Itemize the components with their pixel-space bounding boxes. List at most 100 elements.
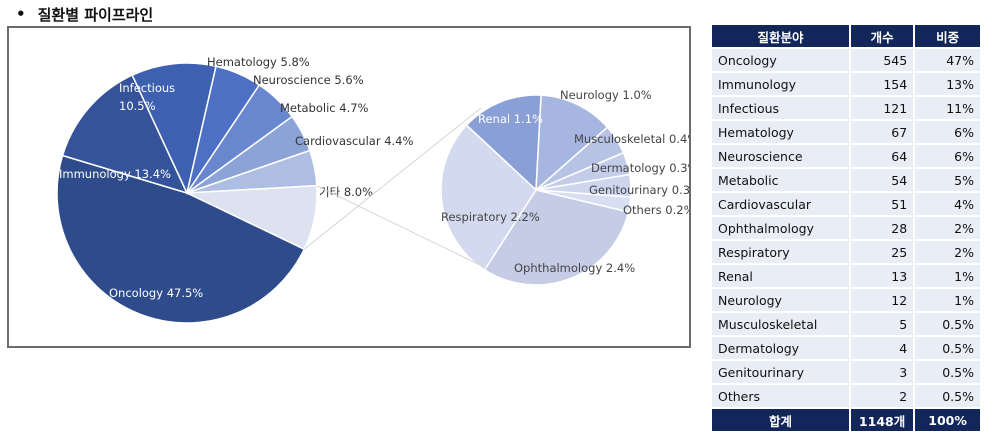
cell-share: 4% [915, 191, 980, 215]
pie-label-other: 기타 8.0% [319, 185, 373, 199]
table-row: Ophthalmology 28 2% [712, 215, 980, 239]
table-row: Neurology 12 1% [712, 287, 980, 311]
cell-category: Immunology [712, 71, 851, 95]
cell-count: 2 [850, 383, 916, 407]
cell-category: Genitourinary [712, 359, 851, 383]
cell-category: Renal [712, 263, 851, 287]
cell-count: 3 [850, 359, 916, 383]
sub-pie-label-genitourinary: Genitourinary 0.3% [589, 183, 689, 197]
cell-share: 0.5% [915, 311, 980, 335]
cell-count: 67 [850, 119, 916, 143]
cell-count: 5 [850, 311, 916, 335]
table-row: Cardiovascular 51 4% [712, 191, 980, 215]
total-share: 100% [915, 407, 980, 431]
pie-label-cardiovascular: Cardiovascular 4.4% [295, 134, 414, 148]
header-share: 비중 [915, 25, 980, 47]
data-table: 질환분야 개수 비중 Oncology 545 47% Immunology 154 1… [712, 25, 980, 431]
total-label: 합계 [712, 407, 851, 431]
table-row: Dermatology 4 0.5% [712, 335, 980, 359]
cell-share: 0.5% [915, 335, 980, 359]
table-row: Infectious 121 11% [712, 95, 980, 119]
cell-share: 2% [915, 215, 980, 239]
sub-pie-slice-respiratory [440, 124, 537, 271]
pie-label-metabolic: Metabolic 4.7% [280, 101, 369, 115]
cell-count: 54 [850, 167, 916, 191]
cell-share: 1% [915, 263, 980, 287]
connector-line-bottom [316, 185, 487, 269]
pie-label-neuroscience: Neuroscience 5.6% [253, 73, 364, 87]
sub-pie-slice-neurology [535, 94, 609, 192]
table-row: Metabolic 54 5% [712, 167, 980, 191]
cell-category: Infectious [712, 95, 851, 119]
header-category: 질환분야 [712, 25, 851, 47]
cell-count: 154 [850, 71, 916, 95]
table-header-row: 질환분야 개수 비중 [712, 25, 980, 47]
cell-share: 47% [915, 47, 980, 71]
cell-share: 6% [915, 119, 980, 143]
table-row: Musculoskeletal 5 0.5% [712, 311, 980, 335]
cell-category: Neurology [712, 287, 851, 311]
section-title: • 질환별 파이프라인 [16, 4, 153, 24]
table-row: Oncology 545 47% [712, 47, 980, 71]
cell-count: 121 [850, 95, 916, 119]
sub-pie-label-neurology: Neurology 1.0% [560, 88, 652, 102]
cell-count: 64 [850, 143, 916, 167]
bar-of-pie-chart: Oncology 47.5% Immunology 13.4% Infectious… [56, 55, 701, 324]
header-count: 개수 [850, 25, 916, 47]
cell-category: Metabolic [712, 167, 851, 191]
cell-share: 1% [915, 287, 980, 311]
table-row: Others 2 0.5% [712, 383, 980, 407]
cell-category: Others [712, 383, 851, 407]
sub-pie-slice-ophthalmology [483, 189, 630, 286]
cell-category: Dermatology [712, 335, 851, 359]
sub-pie-label-others: Others 0.2% [623, 203, 689, 217]
cell-count: 13 [850, 263, 916, 287]
cell-share: 2% [915, 239, 980, 263]
cell-share: 13% [915, 71, 980, 95]
cell-category: Cardiovascular [712, 191, 851, 215]
cell-count: 28 [850, 215, 916, 239]
table-row: Hematology 67 6% [712, 119, 980, 143]
connector-line-top [303, 107, 482, 250]
cell-count: 12 [850, 287, 916, 311]
bullet: • [16, 5, 26, 23]
pie-label-infectious-value: 10.5% [119, 99, 156, 113]
sub-pie-slice-renal [465, 94, 542, 192]
pie-slice-infectious [131, 62, 217, 196]
chart-frame: Oncology 47.5% Immunology 13.4% Infectious… [7, 26, 701, 348]
cell-count: 545 [850, 47, 916, 71]
pie-slice-oncology [56, 154, 306, 324]
table-total-row: 합계 1148개 100% [712, 407, 980, 431]
page-title: 질환별 파이프라인 [37, 5, 154, 24]
sub-pie-label-ophthalmology: Ophthalmology 2.4% [514, 261, 635, 275]
cell-category: Musculoskeletal [712, 311, 851, 335]
table-row: Genitourinary 3 0.5% [712, 359, 980, 383]
cell-share: 0.5% [915, 359, 980, 383]
sub-pie-label-respiratory: Respiratory 2.2% [441, 210, 540, 224]
cell-share: 5% [915, 167, 980, 191]
sub-pie-label-dermatology: Dermatology 0.3% [591, 161, 689, 175]
pie-label-infectious: Infectious [119, 81, 175, 95]
sub-pie-label-musculoskeletal: Musculoskeletal 0.4% [574, 132, 689, 146]
cell-count: 25 [850, 239, 916, 263]
cell-category: Oncology [712, 47, 851, 71]
table-row: Respiratory 25 2% [712, 239, 980, 263]
cell-count: 51 [850, 191, 916, 215]
table-row: Renal 13 1% [712, 263, 980, 287]
cell-category: Hematology [712, 119, 851, 143]
cell-count: 4 [850, 335, 916, 359]
cell-category: Respiratory [712, 239, 851, 263]
pie-label-oncology: Oncology 47.5% [109, 286, 203, 300]
table-row: Immunology 154 13% [712, 71, 980, 95]
pie-label-immunology: Immunology 13.4% [59, 167, 171, 181]
cell-category: Neuroscience [712, 143, 851, 167]
table-row: Neuroscience 64 6% [712, 143, 980, 167]
total-count: 1148개 [850, 407, 916, 431]
pie-label-hematology: Hematology 5.8% [207, 55, 310, 69]
sub-pie-label-renal: Renal 1.1% [478, 112, 543, 126]
cell-share: 6% [915, 143, 980, 167]
cell-share: 0.5% [915, 383, 980, 407]
cell-share: 11% [915, 95, 980, 119]
pie-slice-immunology [61, 74, 189, 195]
cell-category: Ophthalmology [712, 215, 851, 239]
